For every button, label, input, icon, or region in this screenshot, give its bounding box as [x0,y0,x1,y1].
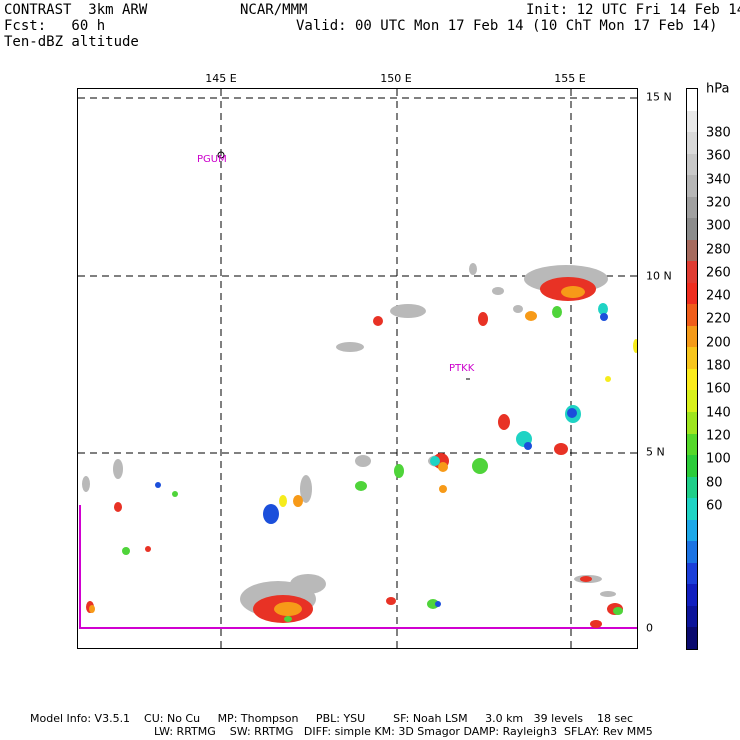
colorbar-swatch [687,541,697,563]
colorbar-label: 160 [706,381,731,397]
yellow-echoes [279,339,637,507]
colorbar-unit: hPa [706,81,730,97]
colorbar-label: 360 [706,148,731,164]
colorbar-label: 240 [706,288,731,304]
valid-time: Valid: 00 UTC Mon 17 Feb 14 (10 ChT Mon … [296,18,718,34]
colorbar-swatch [687,218,697,240]
map-canvas: PGUM PTKK [78,89,637,648]
colorbar-swatch [687,627,697,649]
colorbar-swatch [687,368,697,391]
colorbar-swatch [687,433,697,456]
colorbar-swatch [687,132,697,154]
colorbar-label: 200 [706,335,731,351]
lon-label-145: 145 E [205,72,237,85]
lat-label-0: 0 [646,621,653,635]
cyan-echoes [430,303,608,466]
colorbar-label: 380 [706,125,731,141]
colorbar-swatch [687,605,697,628]
colorbar-swatch [687,153,697,176]
colorbar-swatch [687,519,697,542]
lon-label-155: 155 E [554,72,586,85]
forecast-hour: Fcst: 60 h [4,18,106,34]
station-pgum: PGUM [197,154,227,165]
colorbar-label: 300 [706,218,731,234]
colorbar-swatch [687,347,697,369]
colorbar-swatch [687,175,697,197]
domain-boundary [79,505,637,629]
colorbar-label: 80 [706,475,723,490]
lat-label-5n: 5 N [646,445,665,459]
radar-map: PGUM PTKK [77,88,638,649]
pgum-marker [217,151,225,159]
colorbar-swatch [687,261,697,283]
lat-label-15n: 15 N [646,90,672,104]
colorbar-swatch [687,562,697,585]
colorbar-swatch [687,304,697,326]
colorbar-swatch [687,476,697,499]
model-info-line2: LW: RRTMG SW: RRTMG DIFF: simple KM: 3D … [154,725,653,738]
colorbar-swatch [687,390,697,412]
colorbar-swatch [687,239,697,262]
field-name: Ten-dBZ altitude [4,34,139,50]
colorbar-label: 340 [706,172,731,188]
colorbar-label: 180 [706,358,731,374]
colorbar-label: 320 [706,195,731,211]
colorbar-swatch [687,196,697,219]
lat-label-10n: 10 N [646,269,672,283]
model-info-line1: Model Info: V3.5.1 CU: No Cu MP: Thompso… [30,712,634,725]
org-label: NCAR/MMM [240,2,308,18]
colorbar-swatch [687,455,697,477]
blue-echoes [155,313,608,607]
colorbar-swatch [687,89,697,111]
grid-lines [78,89,637,648]
init-time: Init: 12 UTC Fri 14 Feb 14 [526,2,740,18]
colorbar-swatch [687,584,697,606]
green-echoes [122,306,623,622]
colorbar-label: 100 [706,451,731,467]
colorbar-label: 280 [706,242,731,257]
station-ptkk: PTKK [449,363,475,374]
colorbar-label: 260 [706,265,731,281]
lon-label-150: 150 E [380,72,412,85]
orange-echoes [89,286,585,616]
colorbar [686,88,698,650]
colorbar-swatch [687,325,697,348]
colorbar-label: 120 [706,428,731,444]
colorbar-swatch [687,498,697,520]
colorbar-label: 220 [706,311,731,327]
colorbar-swatch [687,110,697,133]
model-title: CONTRAST 3km ARW [4,2,148,18]
colorbar-swatch [687,411,697,434]
colorbar-swatch [687,282,697,305]
colorbar-label: 60 [706,498,723,514]
colorbar-label: 140 [706,405,731,421]
